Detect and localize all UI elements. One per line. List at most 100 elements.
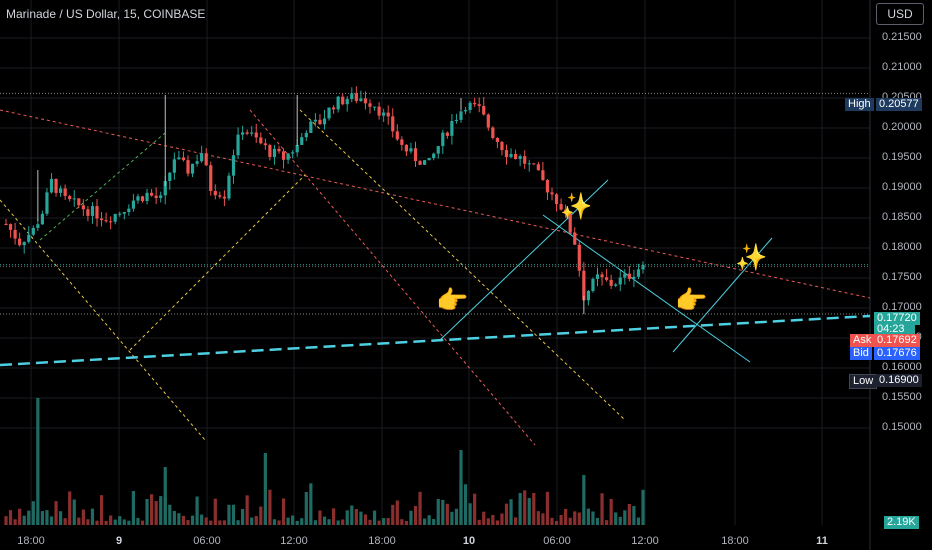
volume-bar xyxy=(4,516,8,525)
volume-bar xyxy=(591,511,595,525)
candle-body xyxy=(140,196,145,202)
candle-body xyxy=(190,163,195,174)
candle-body xyxy=(99,218,104,221)
candle-body xyxy=(532,163,536,165)
pointing-hand-icon: 👉 xyxy=(436,286,469,316)
volume-bar xyxy=(427,515,431,525)
volume-spike xyxy=(263,453,267,525)
candle-body xyxy=(523,156,527,164)
candle-body xyxy=(468,102,472,110)
candle-body xyxy=(554,194,559,205)
volume-bar xyxy=(54,501,58,525)
candle-body xyxy=(491,127,495,139)
volume-bar xyxy=(159,496,163,525)
candle-body xyxy=(318,119,322,125)
volume-bar xyxy=(341,519,345,525)
volume-bar xyxy=(404,520,408,525)
volume-bar xyxy=(222,520,226,525)
volume-bar xyxy=(218,520,222,525)
candle-body xyxy=(605,277,609,280)
candle-body xyxy=(382,112,386,116)
volume-bar xyxy=(150,494,154,525)
candle-body xyxy=(418,161,422,165)
candle-body xyxy=(40,213,44,225)
candle-body xyxy=(368,103,372,107)
candle-body xyxy=(436,146,440,154)
candle-body xyxy=(568,213,572,233)
x-tick-label: 18:00 xyxy=(721,535,749,547)
volume-bar xyxy=(63,518,67,525)
sparkles-icon: ✨ xyxy=(560,192,593,222)
candle-body xyxy=(236,134,240,156)
volume-bar xyxy=(231,504,236,525)
volume-bar xyxy=(213,498,217,525)
volume-bar xyxy=(504,503,509,525)
volume-bar xyxy=(445,503,449,525)
volume-bar xyxy=(463,484,468,525)
candle-body xyxy=(477,104,481,106)
volume-bar xyxy=(86,519,90,525)
candle-body xyxy=(72,198,76,200)
volume-bar xyxy=(140,520,145,525)
countdown-tag: 04:23 xyxy=(874,323,915,336)
volume-bar xyxy=(277,520,281,525)
volume-bar xyxy=(227,504,231,525)
candle-body xyxy=(459,111,463,120)
volume-tag: 2.19K xyxy=(884,516,919,529)
candle-body xyxy=(586,290,590,301)
volume-bar xyxy=(523,490,527,525)
candle-body xyxy=(623,273,627,278)
candle-body xyxy=(500,141,504,151)
volume-bar xyxy=(59,511,63,525)
volume-bar xyxy=(450,511,454,525)
volume-bar xyxy=(418,491,422,525)
high-tag-label: High xyxy=(845,98,874,111)
volume-bar xyxy=(509,499,513,525)
volume-bar xyxy=(536,511,540,525)
volume-bar xyxy=(49,516,54,525)
x-tick-label: 18:00 xyxy=(17,535,45,547)
candle-body xyxy=(627,273,631,279)
candle-body xyxy=(445,132,449,136)
volume-bar xyxy=(491,514,495,525)
candle-body xyxy=(450,121,454,136)
volume-bar xyxy=(605,520,609,525)
candle-body xyxy=(564,209,568,214)
candle-body xyxy=(68,195,72,200)
candle-body xyxy=(545,180,550,193)
candle-body xyxy=(104,220,108,222)
candle-body xyxy=(90,206,95,216)
volume-bar xyxy=(468,503,472,525)
candle-body xyxy=(641,264,645,270)
candle-body xyxy=(514,153,518,160)
volume-bar xyxy=(573,511,577,525)
currency-button[interactable]: USD xyxy=(876,3,924,25)
y-tick-label: 0.20000 xyxy=(882,121,922,133)
volume-bar xyxy=(95,520,99,525)
candle-body xyxy=(327,107,331,119)
candle-body xyxy=(277,148,281,152)
candle-body xyxy=(136,196,140,201)
volume-bar xyxy=(22,515,26,525)
volume-bar xyxy=(386,517,390,525)
candle-body xyxy=(295,144,299,153)
volume-bar xyxy=(259,506,263,525)
volume-bar xyxy=(40,511,44,525)
candle-body xyxy=(122,212,126,214)
candle-body xyxy=(186,160,190,174)
volume-bar xyxy=(99,495,104,525)
candle-body xyxy=(395,131,399,140)
candle-body xyxy=(245,132,249,134)
candle-body xyxy=(259,137,263,144)
y-tick-label: 0.19500 xyxy=(882,151,922,163)
volume-bar xyxy=(254,515,258,525)
volume-bar xyxy=(486,518,490,525)
volume-bar xyxy=(300,518,304,525)
yellow-trend-line xyxy=(129,174,306,351)
candle-body xyxy=(413,148,418,162)
volume-bar xyxy=(313,520,317,525)
volume-bar xyxy=(27,510,31,525)
candle-body xyxy=(222,196,226,199)
volume-bar xyxy=(482,511,486,525)
volume-bar xyxy=(291,515,295,525)
